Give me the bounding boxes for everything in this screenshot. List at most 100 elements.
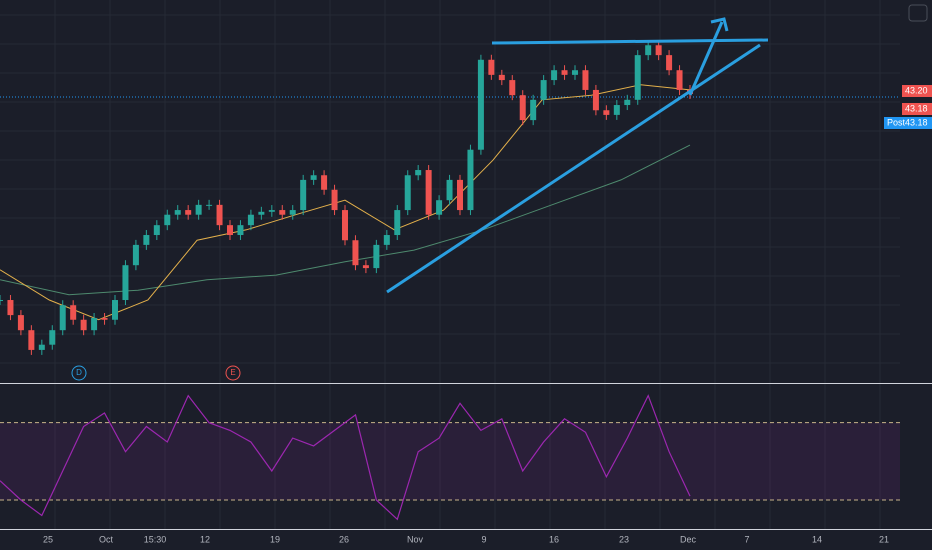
candle	[174, 210, 181, 215]
x-tick-label: 15:30	[144, 534, 167, 544]
candle	[38, 344, 45, 350]
grid	[0, 0, 900, 529]
candle	[237, 225, 244, 236]
candle	[185, 210, 192, 215]
support-line	[386, 43, 761, 294]
candle	[477, 59, 484, 150]
candle	[80, 319, 87, 331]
rsi-band	[0, 422, 900, 500]
candle	[488, 59, 495, 75]
event-label: E	[230, 368, 235, 377]
price-label: 43.18	[905, 103, 928, 113]
candle	[342, 210, 348, 241]
candle	[624, 99, 631, 106]
post-label-bg	[884, 117, 932, 129]
candle	[425, 170, 432, 215]
candle	[310, 175, 317, 180]
candle	[289, 210, 296, 215]
x-tick-label: 9	[481, 534, 486, 544]
candle	[572, 70, 578, 75]
x-tick-label: Dec	[680, 534, 697, 544]
candle	[195, 204, 202, 215]
post-price: 43.18	[905, 117, 928, 127]
candle	[457, 179, 463, 211]
event-icon	[225, 365, 241, 381]
candle	[70, 305, 77, 320]
x-tick-label: 25	[43, 534, 53, 544]
candle	[415, 170, 422, 176]
candle	[561, 70, 568, 75]
candle	[373, 244, 380, 269]
candle	[59, 305, 66, 331]
candle	[362, 265, 369, 269]
x-tick-label: Oct	[99, 534, 114, 544]
candle	[592, 89, 599, 111]
candle	[613, 105, 620, 115]
candle	[352, 240, 359, 266]
candle	[279, 210, 286, 215]
candle	[216, 204, 223, 226]
x-tick-label: 7	[744, 534, 749, 544]
candle	[227, 225, 233, 236]
candle	[164, 214, 171, 226]
arrow-line	[688, 21, 724, 96]
x-tick-label: 21	[879, 534, 889, 544]
post-tag: Post	[887, 117, 906, 127]
candle	[540, 80, 547, 100]
event-label: D	[76, 368, 82, 377]
resistance-line	[491, 38, 769, 45]
x-tick-label: 19	[270, 534, 280, 544]
candle	[645, 45, 652, 56]
candle	[300, 179, 307, 211]
x-tick-label: 23	[619, 534, 629, 544]
candle	[436, 200, 443, 215]
candle	[49, 330, 56, 345]
candle	[530, 99, 537, 121]
candle	[655, 45, 662, 56]
arrow-head	[710, 17, 729, 32]
candle	[258, 211, 265, 215]
candle	[143, 235, 150, 245]
candle	[394, 210, 401, 236]
candle	[28, 330, 35, 350]
candle	[247, 214, 254, 226]
candle	[404, 175, 411, 211]
candle	[467, 149, 474, 211]
candle	[551, 70, 558, 81]
candle	[101, 318, 108, 320]
rsi-line	[0, 394, 691, 521]
candle	[582, 70, 589, 90]
candle	[519, 95, 526, 121]
event-icon	[71, 365, 87, 381]
x-tick-label: 14	[812, 534, 822, 544]
candle	[321, 175, 328, 190]
price-label-bg	[902, 85, 932, 97]
candle	[7, 300, 14, 316]
candle	[498, 74, 505, 81]
x-tick-label: Nov	[407, 534, 424, 544]
ma-slow	[0, 144, 691, 296]
candle	[132, 244, 139, 266]
candle	[122, 265, 129, 301]
price-label-bg	[902, 103, 932, 115]
candle	[0, 300, 3, 302]
x-tick-label: 26	[339, 534, 349, 544]
candle	[383, 235, 390, 245]
candle	[17, 315, 24, 331]
candle	[153, 225, 160, 236]
candle	[603, 110, 610, 115]
x-tick-label: 16	[549, 534, 559, 544]
price-label: 43.20	[905, 85, 928, 95]
candle	[268, 210, 275, 212]
candle	[666, 55, 673, 71]
candle	[112, 300, 118, 320]
candle	[676, 70, 683, 90]
candle	[331, 189, 338, 211]
settings-button[interactable]	[908, 4, 928, 22]
x-tick-label: 12	[200, 534, 210, 544]
candle	[634, 55, 641, 100]
candle	[206, 204, 213, 206]
